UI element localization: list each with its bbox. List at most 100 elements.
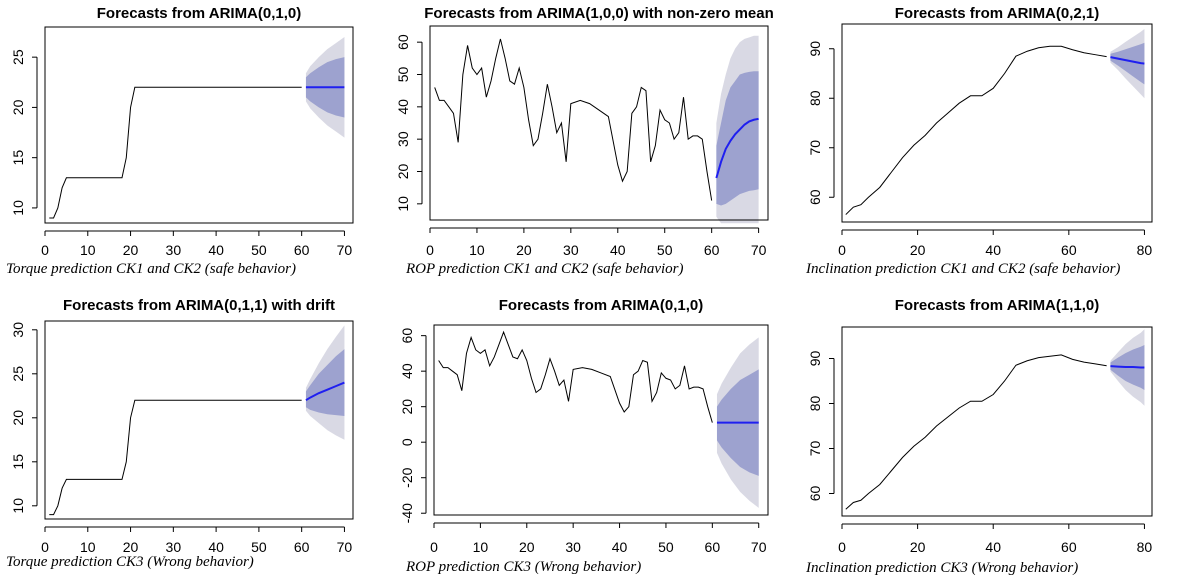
forecast-mean-line [715, 117, 759, 179]
y-tick-label: 15 [10, 150, 26, 166]
plot-frame [44, 320, 354, 520]
x-tick-label: 30 [563, 242, 579, 258]
y-tick-label: 30 [395, 131, 411, 147]
forecast-mean-line [1110, 56, 1145, 65]
x-tick-label: 50 [251, 539, 267, 555]
x-tick-label: 40 [610, 242, 626, 258]
x-tick-label: 60 [1061, 539, 1077, 555]
x-tick-label: 0 [430, 539, 438, 555]
y-tick-label: 10 [395, 196, 411, 212]
y-tick-label: 20 [395, 164, 411, 180]
chart-panel-inclination-wrong: Forecasts from ARIMA(1,1,0) 0 20 40 60 80 60 70… [800, 293, 1199, 583]
forecast-band-80 [1110, 42, 1145, 85]
chart-title: Forecasts from ARIMA(0,1,1) with drift [63, 297, 335, 314]
x-tick-label: 10 [469, 242, 485, 258]
x-tick-label: 40 [612, 539, 628, 555]
chart-caption: ROP prediction CK1 and CK2 (safe behavio… [406, 261, 684, 277]
x-tick-label: 30 [565, 539, 581, 555]
observed-series-line [49, 86, 302, 219]
chart-caption: Torque prediction CK3 (Wrong behavior) [6, 554, 254, 570]
chart-title: Forecasts from ARIMA(0,1,0) [499, 297, 704, 314]
y-tick-label: 20 [399, 399, 415, 415]
chart-title: Forecasts from ARIMA(0,2,1) [895, 5, 1100, 22]
x-tick-label: 80 [1137, 539, 1153, 555]
y-tick-label: 0 [399, 438, 415, 446]
observed-series-line [438, 330, 713, 423]
x-tick-label: 70 [751, 539, 767, 555]
chart-svg: Forecasts from ARIMA(0,1,1) with drift 0 1… [10, 297, 354, 555]
chart-caption: Inclination prediction CK3 (Wrong behavi… [806, 560, 1079, 576]
y-tick-label: 10 [10, 200, 26, 216]
x-tick-label: 0 [838, 539, 846, 555]
x-tick-label: 20 [516, 242, 532, 258]
x-tick-label: 20 [910, 539, 926, 555]
observed-series-line [49, 399, 302, 516]
y-tick-label: -20 [399, 467, 415, 487]
x-tick-label: 0 [41, 242, 49, 258]
chart-panel-rop-safe: Forecasts from ARIMA(1,0,0) with non-zer… [395, 0, 800, 295]
x-tick-label: 80 [1137, 242, 1153, 258]
x-tick-label: 10 [473, 539, 489, 555]
x-tick-label: 0 [41, 539, 49, 555]
forecast-mean-line [305, 381, 345, 402]
forecast-band-80 [305, 349, 345, 417]
chart-title: Forecasts from ARIMA(1,1,0) [895, 297, 1100, 314]
x-tick-label: 30 [166, 539, 182, 555]
x-tick-label: 0 [838, 242, 846, 258]
chart-svg: Forecasts from ARIMA(1,1,0) 0 20 40 60 80 60 70… [807, 297, 1153, 555]
observed-series-line [845, 354, 1107, 510]
forecast-band-80 [716, 71, 759, 206]
y-tick-label: 90 [807, 41, 823, 57]
chart-panel-torque-safe: Forecasts from ARIMA(0,1,0) 0 10 20 30 40 50 60… [0, 0, 400, 295]
x-tick-label: 10 [80, 242, 96, 258]
x-tick-label: 20 [910, 242, 926, 258]
x-tick-label: 60 [704, 242, 720, 258]
chart-caption: Inclination prediction CK1 and CK2 (safe… [806, 261, 1121, 277]
chart-panel-inclination-safe: Forecasts from ARIMA(0,2,1) 0 20 40 60 80 60 70… [800, 0, 1199, 295]
y-tick-label: 20 [10, 99, 26, 115]
y-tick-label: 25 [10, 49, 26, 65]
x-tick-label: 50 [251, 242, 267, 258]
y-tick-label: 60 [807, 189, 823, 205]
x-tick-label: 60 [294, 242, 310, 258]
x-tick-label: 70 [337, 242, 353, 258]
chart-svg: Forecasts from ARIMA(1,0,0) with non-zer… [395, 5, 774, 258]
chart-svg: Forecasts from ARIMA(0,2,1) 0 20 40 60 80 60 70… [807, 5, 1153, 258]
y-tick-label: 20 [10, 410, 26, 426]
chart-title: Forecasts from ARIMA(0,1,0) [97, 5, 302, 22]
chart-svg: Forecasts from ARIMA(0,1,0) 0 10 20 30 40 50 60… [10, 5, 354, 258]
y-tick-label: 80 [807, 90, 823, 106]
x-tick-label: 30 [166, 242, 182, 258]
plot-frame [44, 26, 354, 224]
x-tick-label: 20 [123, 242, 139, 258]
y-tick-label: 80 [807, 396, 823, 412]
x-tick-label: 70 [337, 539, 353, 555]
x-tick-label: 20 [123, 539, 139, 555]
y-tick-label: 10 [10, 498, 26, 514]
chart-title: Forecasts from ARIMA(1,0,0) with non-zer… [424, 5, 774, 22]
x-tick-label: 60 [1061, 242, 1077, 258]
y-tick-label: 25 [10, 366, 26, 382]
x-tick-label: 40 [985, 539, 1001, 555]
y-tick-label: 70 [807, 441, 823, 457]
x-tick-label: 10 [80, 539, 96, 555]
y-tick-label: 40 [399, 363, 415, 379]
y-tick-label: -40 [399, 503, 415, 523]
x-tick-label: 0 [426, 242, 434, 258]
plot-frame [429, 25, 769, 221]
x-tick-label: 40 [985, 242, 1001, 258]
observed-series-line [845, 45, 1107, 215]
y-tick-label: 60 [807, 486, 823, 502]
x-tick-label: 40 [208, 242, 224, 258]
forecast-mean-line [1110, 365, 1145, 369]
chart-panel-torque-wrong: Forecasts from ARIMA(0,1,1) with drift 0 1… [0, 293, 400, 583]
chart-caption: ROP prediction CK3 (Wrong behavior) [406, 559, 642, 575]
x-tick-label: 60 [294, 539, 310, 555]
plot-frame [433, 324, 769, 516]
chart-panel-rop-wrong: Forecasts from ARIMA(0,1,0) 0 10 20 30 40 50 60… [399, 293, 800, 583]
chart-svg: Forecasts from ARIMA(0,1,0) 0 10 20 30 40 50 60… [399, 297, 769, 555]
x-tick-label: 20 [519, 539, 535, 555]
y-tick-label: 50 [395, 67, 411, 83]
x-tick-label: 70 [751, 242, 767, 258]
y-tick-label: 70 [807, 140, 823, 156]
